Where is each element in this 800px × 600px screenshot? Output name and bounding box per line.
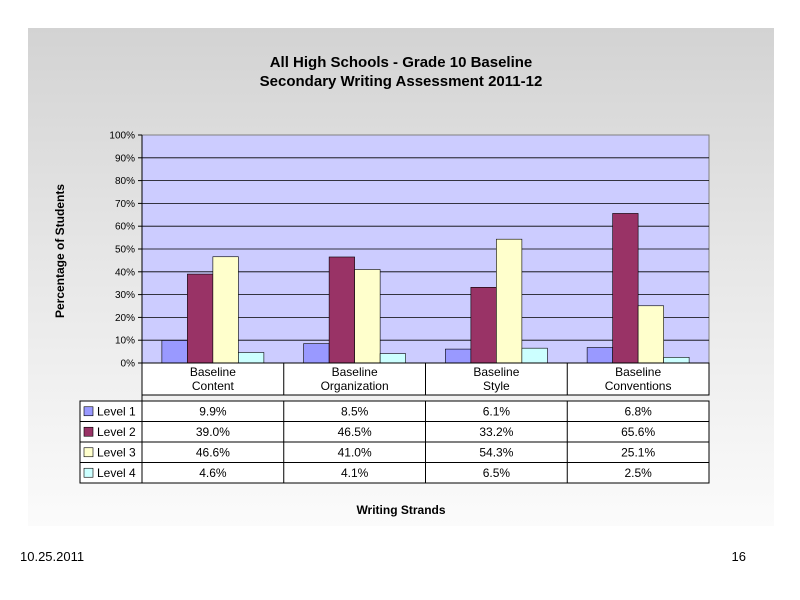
legend-label-level-4: Level 4 — [97, 466, 136, 480]
category-label-1: Content — [192, 379, 235, 393]
y-tick-label: 90% — [115, 153, 135, 164]
legend-swatch-level-2 — [83, 426, 94, 437]
chart-panel: All High Schools - Grade 10 Baseline Seco… — [28, 28, 774, 526]
chart-title-line-2: Secondary Writing Assessment 2011-12 — [260, 73, 543, 90]
data-label-level-4-1: 4.6% — [199, 466, 227, 480]
y-tick-label: 30% — [115, 290, 135, 301]
legend-swatch-level-3 — [83, 447, 94, 458]
category-label-4: Conventions — [605, 379, 672, 393]
footer-date: 10.25.2011 — [20, 549, 85, 564]
data-label-level-2-3: 33.2% — [479, 425, 513, 439]
y-tick-label: 50% — [115, 245, 135, 256]
category-label-4: Baseline — [615, 365, 661, 379]
legend-label-level-1: Level 1 — [97, 404, 136, 418]
data-label-level-4-4: 2.5% — [624, 466, 652, 480]
bar-chart: All High Schools - Grade 10 Baseline Seco… — [53, 54, 710, 517]
data-label-level-3-1: 46.6% — [196, 445, 230, 459]
legend-label-level-2: Level 2 — [97, 425, 136, 439]
data-label-level-1-3: 6.1% — [483, 404, 511, 418]
y-tick-label: 40% — [115, 267, 135, 278]
bar-level-1-2 — [303, 343, 330, 364]
y-tick-label: 60% — [115, 222, 135, 233]
y-tick-label: 70% — [115, 199, 135, 210]
data-label-level-3-4: 25.1% — [621, 445, 655, 459]
bar-level-1-1 — [161, 340, 188, 364]
bar-level-2-1 — [187, 273, 214, 364]
legend-label-level-3: Level 3 — [97, 445, 136, 459]
bar-level-2-2 — [328, 256, 355, 364]
bar-level-3-1 — [212, 256, 239, 364]
data-label-level-2-4: 65.6% — [621, 425, 655, 439]
y-axis-title: Percentage of Students — [53, 184, 67, 318]
y-tick-label: 0% — [121, 359, 136, 370]
bar-level-2-4 — [612, 213, 639, 364]
bar-level-4-2 — [379, 353, 406, 364]
bar-level-3-2 — [354, 269, 381, 364]
chart-title-line-1: All High Schools - Grade 10 Baseline — [270, 54, 533, 71]
legend-swatch-level-4 — [83, 467, 94, 478]
category-label-1: Baseline — [190, 365, 236, 379]
category-label-3: Baseline — [473, 365, 519, 379]
y-tick-label: 10% — [115, 336, 135, 347]
data-label-level-3-2: 41.0% — [338, 445, 372, 459]
y-tick-label: 80% — [115, 176, 135, 187]
data-label-level-1-1: 9.9% — [199, 404, 227, 418]
legend-swatch-level-1 — [83, 406, 94, 417]
category-label-2: Baseline — [332, 365, 378, 379]
data-label-level-2-1: 39.0% — [196, 425, 230, 439]
data-label-level-1-2: 8.5% — [341, 404, 369, 418]
bar-level-2-3 — [470, 287, 497, 364]
bar-level-3-4 — [637, 305, 664, 364]
bar-level-4-1 — [238, 352, 265, 364]
data-label-level-4-3: 6.5% — [483, 466, 511, 480]
page-number: 16 — [731, 549, 746, 564]
category-label-3: Style — [483, 379, 510, 393]
bar-level-3-3 — [496, 238, 523, 364]
bar-level-1-3 — [445, 348, 472, 364]
y-tick-label: 100% — [109, 131, 135, 142]
data-label-level-2-2: 46.5% — [338, 425, 372, 439]
data-label-level-4-2: 4.1% — [341, 466, 369, 480]
data-label-level-3-3: 54.3% — [479, 445, 513, 459]
bar-level-4-4 — [663, 356, 690, 364]
bar-level-1-4 — [586, 347, 613, 364]
category-label-2: Organization — [321, 379, 389, 393]
x-axis-title: Writing Strands — [356, 503, 445, 517]
y-tick-label: 20% — [115, 313, 135, 324]
data-label-level-1-4: 6.8% — [624, 404, 652, 418]
bar-level-4-3 — [521, 347, 548, 364]
